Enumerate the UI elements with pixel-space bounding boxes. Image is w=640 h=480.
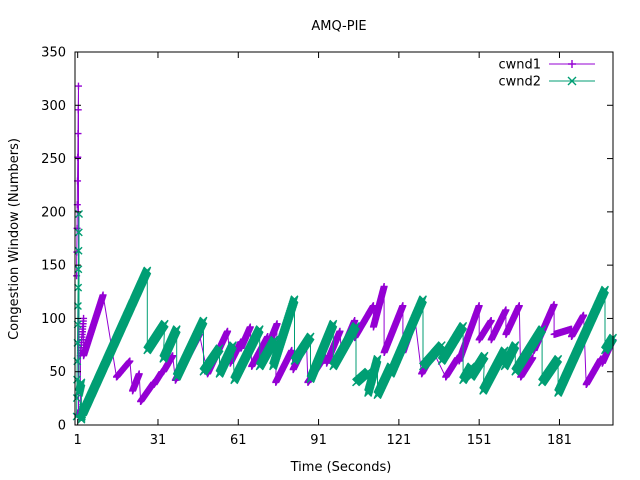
y-axis-label: Congestion Window (Numbers) [7, 138, 22, 340]
y-tick-label: 100 [41, 312, 66, 327]
x-axis-label: Time (Seconds) [290, 460, 392, 475]
legend: cwnd1 cwnd2 [498, 58, 595, 90]
y-tick-label: 250 [41, 152, 66, 167]
series-markers [72, 209, 617, 424]
series-cwnd2 [72, 209, 617, 424]
x-tick-label: 61 [230, 433, 247, 448]
series-markers [73, 82, 617, 420]
series-layer [72, 82, 617, 424]
x-tick-label: 31 [150, 433, 167, 448]
plot-frame [74, 51, 614, 426]
y-tick-label: 150 [41, 259, 66, 274]
series-line [76, 213, 614, 420]
legend-marker [567, 76, 577, 86]
axis-layer: 0 50 100 150 200 250 300 350 1 31 61 91 121 151 181 [41, 46, 613, 448]
x-tick-label: 181 [547, 433, 572, 448]
series-cwnd1 [73, 82, 617, 420]
y-tick-label: 350 [41, 46, 66, 61]
y-tick-label: 300 [41, 99, 66, 114]
x-tick-label: 91 [310, 433, 327, 448]
x-tick-label: 1 [74, 433, 82, 448]
y-tick-label: 0 [58, 419, 66, 434]
y-tick-label: 50 [49, 365, 66, 380]
legend-label: cwnd1 [498, 58, 541, 73]
y-tick-label: 200 [41, 205, 66, 220]
series-line [76, 86, 614, 417]
legend-marker [568, 60, 576, 68]
legend-label: cwnd2 [498, 75, 541, 90]
x-tick-label: 151 [467, 433, 492, 448]
x-tick-label: 121 [386, 433, 411, 448]
chart-title: AMQ-PIE [311, 19, 366, 34]
